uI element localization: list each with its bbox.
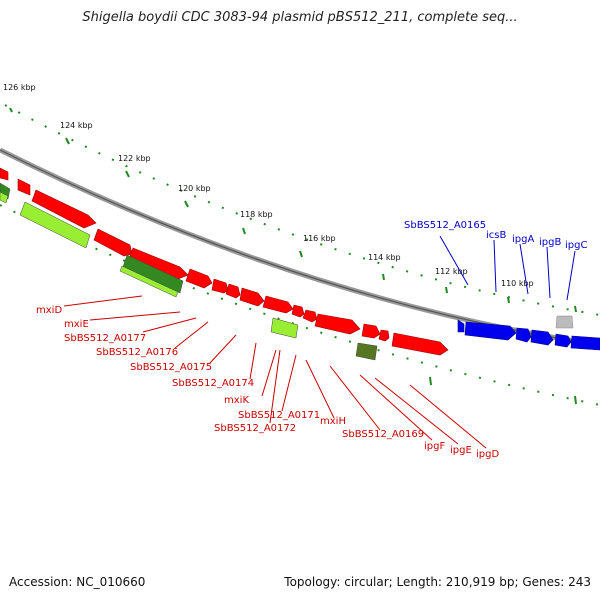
gene-arrow bbox=[291, 304, 305, 318]
gene-arrow bbox=[530, 329, 554, 346]
gene-arrow bbox=[239, 287, 265, 307]
gene-arrow bbox=[185, 268, 213, 289]
green-features bbox=[0, 182, 378, 361]
gene-arrow bbox=[391, 332, 449, 356]
gene-arrow bbox=[464, 321, 517, 341]
backbone-inner bbox=[0, 149, 600, 346]
tick-label: 118 kbp bbox=[240, 210, 273, 219]
tick-label: 126 kbp bbox=[3, 83, 36, 92]
gene-label: ipgA bbox=[512, 234, 534, 245]
gene-label: SbBS512_A0171 bbox=[238, 410, 320, 421]
gene-label: SbBS512_A0177 bbox=[64, 333, 146, 344]
gene-arrow bbox=[378, 329, 390, 342]
blue-genes bbox=[457, 319, 600, 351]
gene-label: SbBS512_A0175 bbox=[130, 362, 212, 373]
tick-label: 114 kbp bbox=[368, 253, 401, 262]
gene-arrow bbox=[457, 319, 465, 333]
gene-label: icsB bbox=[486, 230, 506, 241]
gene-label: SbBS512_A0176 bbox=[96, 347, 178, 358]
accession-text: Accession: NC_010660 bbox=[9, 575, 146, 589]
tick-label: 122 kbp bbox=[118, 154, 151, 163]
tick-label: 112 kbp bbox=[435, 267, 468, 276]
tick-label: 116 kbp bbox=[303, 234, 336, 243]
tick-label: 120 kbp bbox=[178, 184, 211, 193]
gene-label: SbBS512_A0172 bbox=[214, 423, 296, 434]
gene-arrow bbox=[0, 167, 9, 181]
blue-labels: SbBS512_A0165 icsB ipgA ipgB ipgC bbox=[404, 220, 587, 251]
gene-arrow bbox=[211, 278, 229, 294]
gene-arrow bbox=[93, 228, 133, 257]
gene-arrow bbox=[225, 283, 241, 299]
gene-label: ipgC bbox=[565, 240, 587, 251]
gene-label: ipgE bbox=[450, 445, 472, 456]
gene-label: mxiD bbox=[36, 305, 62, 316]
gene-label: mxiE bbox=[64, 319, 89, 330]
gene-arrow bbox=[554, 333, 572, 348]
gene-label: SbBS512_A0165 bbox=[404, 220, 486, 231]
gene-arrow bbox=[302, 309, 318, 323]
gene-arrow bbox=[31, 189, 97, 229]
gene-label: mxiK bbox=[224, 395, 249, 406]
gene-label: SbBS512_A0169 bbox=[342, 429, 424, 440]
gene-arrow bbox=[515, 327, 532, 343]
gene-arrow bbox=[17, 178, 31, 196]
major-ticks bbox=[9, 107, 577, 405]
red-labels: mxiD mxiE SbBS512_A0177 SbBS512_A0176 Sb… bbox=[36, 305, 499, 460]
gene-label: SbBS512_A0174 bbox=[172, 378, 254, 389]
gene-label: mxiH bbox=[320, 416, 346, 427]
gene-label: ipgB bbox=[539, 237, 561, 248]
red-leaders bbox=[63, 295, 487, 449]
blue-leaders bbox=[439, 235, 576, 301]
gene-label: ipgD bbox=[476, 449, 499, 460]
stats-text: Topology: circular; Length: 210,919 bp; … bbox=[284, 575, 591, 589]
tick-label: 124 kbp bbox=[60, 121, 93, 130]
gene-arrow bbox=[361, 323, 381, 339]
gene-arrow bbox=[314, 313, 361, 335]
gene-arrow bbox=[262, 295, 294, 314]
map-title: Shigella boydii CDC 3083-94 plasmid pBS5… bbox=[82, 10, 518, 25]
grey-gene bbox=[555, 315, 574, 329]
gene-label: ipgF bbox=[424, 441, 445, 452]
tick-label: 110 kbp bbox=[501, 279, 534, 288]
gene-arrow bbox=[570, 335, 600, 351]
